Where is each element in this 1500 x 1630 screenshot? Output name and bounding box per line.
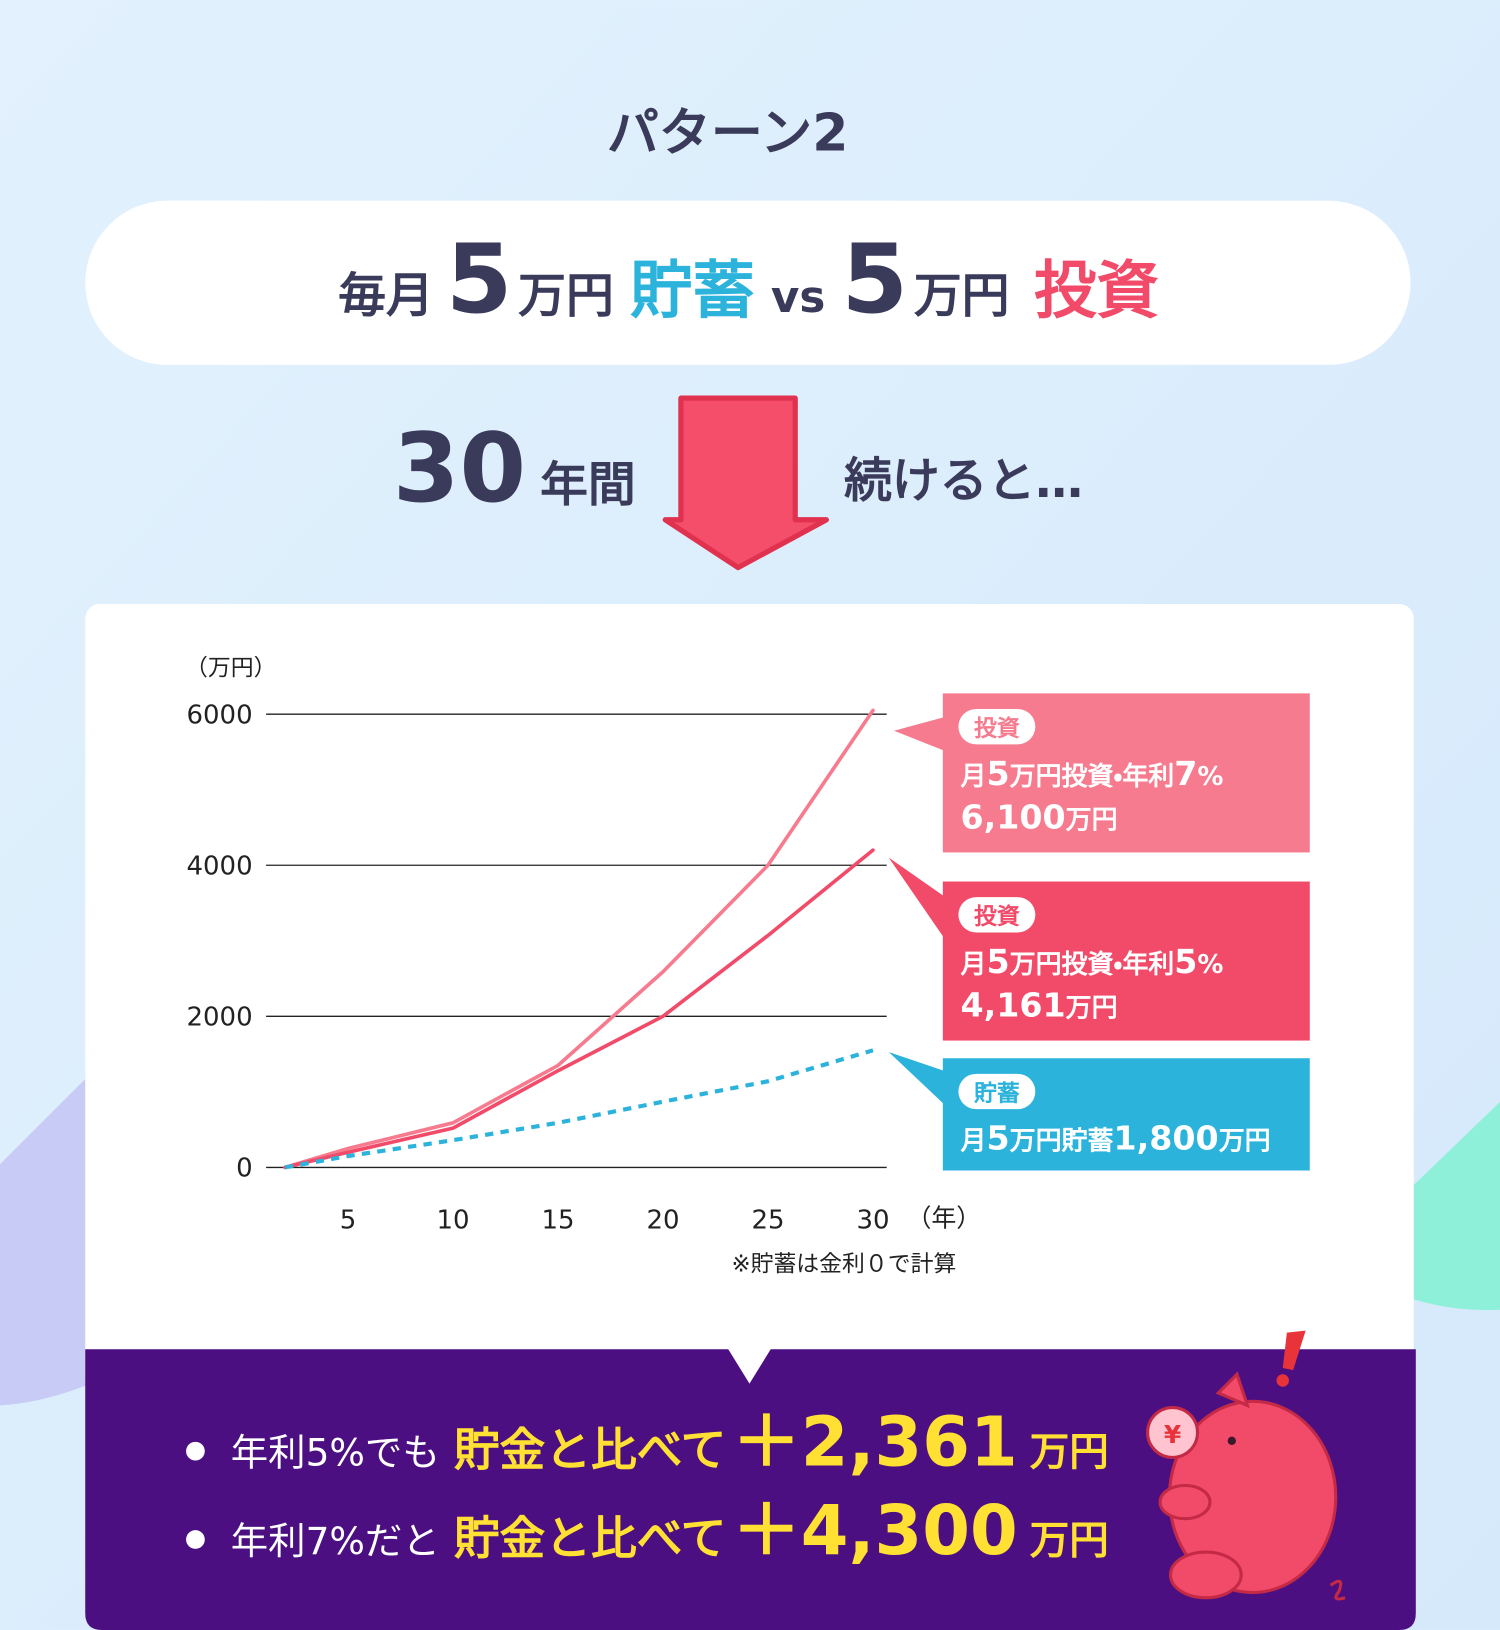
banner-part: 万円 (518, 269, 614, 324)
svg-text:¥: ¥ (1164, 1420, 1182, 1449)
banner-text: 毎月 5 万円 貯蓄 vs 5 万円 投資 (338, 223, 1159, 335)
callout-segment: 5 (986, 1119, 1009, 1158)
summary-lead: 年利7%だと (231, 1519, 440, 1563)
callout-pointer (888, 1052, 944, 1104)
x-tick-label: 10 (436, 1206, 469, 1236)
callout-segment: 月 (959, 950, 986, 980)
banner-part: vs (771, 272, 825, 323)
callout-segment: 万円 (1066, 994, 1118, 1024)
callout-segment: 万円 (1219, 1127, 1271, 1157)
x-tick-label: 15 (541, 1206, 574, 1236)
banner-part: 貯蓄 (630, 254, 755, 327)
x-tick-label: 25 (751, 1206, 784, 1236)
chart: （万円） 0 2000 4000 6000 5 10 15 20 25 30 （年） ※貯蓄は金利０で計… (185, 656, 1310, 1277)
data-line (283, 848, 875, 1170)
pig-mascot: ¥ (1146, 1330, 1346, 1601)
callout-segment: 万円投資・年利 (1010, 949, 1175, 980)
decor-right (1413, 1101, 1500, 1311)
callout-segment: 月 (959, 1127, 986, 1157)
callout-segment: 5 (1174, 942, 1197, 981)
summary-line: 年利7%だと 貯金と比べて ＋4,300 万円 (231, 1491, 1109, 1571)
banner (85, 200, 1411, 365)
period-years: 30 (393, 412, 526, 524)
data-line (283, 708, 875, 1170)
summary-line: 年利5%でも 貯金と比べて ＋2,361 万円 (231, 1403, 1109, 1483)
banner-part: 5 (842, 223, 909, 335)
callout-line: 4,161万円 (960, 986, 1117, 1025)
y-axis-label: （万円） (185, 656, 276, 682)
banner-part: 万円 (914, 269, 1010, 324)
callout-line: 6,100万円 (960, 798, 1117, 837)
summary-amount: ＋2,361 (732, 1403, 1018, 1483)
x-tick-label: 30 (856, 1206, 889, 1236)
continuation: 続けると… (844, 454, 1083, 509)
callout-line: 月5万円投資・年利7% (959, 754, 1223, 793)
callout-tag: 貯蓄 (974, 1081, 1020, 1107)
callout-segment: % (1197, 950, 1223, 980)
callout-line: 月5万円貯蓄1,800万円 (959, 1119, 1270, 1158)
period-unit: 年間 (540, 458, 636, 513)
summary-amount: ＋4,300 (732, 1491, 1018, 1571)
callout-line: 月5万円投資・年利5% (959, 942, 1223, 981)
banner-part: 5 (446, 223, 513, 335)
callout-segment: 月 (959, 762, 986, 792)
callout-segment: 1,800 (1114, 1119, 1219, 1158)
decor-left (0, 1070, 94, 1406)
callout-tag: 投資 (974, 715, 1020, 742)
banner-part: 毎月 (338, 269, 434, 324)
y-tick-label: 4000 (187, 852, 253, 882)
x-axis-label: （年） (906, 1204, 981, 1233)
title: パターン2 (607, 104, 848, 164)
callout-segment: 万円 (1066, 806, 1118, 836)
summary-unit: 万円 (1030, 1430, 1109, 1476)
callout-segment: 万円貯蓄 (1010, 1127, 1114, 1157)
summary-lead: 年利5%でも (231, 1431, 440, 1475)
callout-pointer (893, 717, 944, 751)
bullet (186, 1441, 205, 1461)
down-arrow (662, 395, 830, 571)
period-text: 30 年間 (393, 412, 636, 524)
callout-segment: 6,100 (960, 798, 1065, 837)
bullet (186, 1530, 205, 1549)
summary-compare: 貯金と比べて (454, 1512, 726, 1565)
summary-panel (85, 1349, 1416, 1630)
callout-tag-bg (958, 897, 1036, 933)
data-line (284, 1048, 874, 1170)
callout-tag-bg (958, 708, 1036, 745)
callout-tag-bg (958, 1073, 1036, 1110)
summary-unit: 万円 (1030, 1518, 1109, 1564)
banner-part: 投資 (1034, 254, 1159, 327)
callout-tag: 投資 (974, 903, 1020, 930)
y-tick-label: 6000 (187, 701, 253, 731)
summary-compare: 貯金と比べて (454, 1424, 726, 1477)
chart-note: ※貯蓄は金利０で計算 (731, 1251, 956, 1277)
callout-segment: 5 (986, 754, 1009, 793)
x-tick-label: 5 (340, 1206, 357, 1236)
y-tick-label: 0 (236, 1154, 253, 1184)
callout-segment: 7 (1174, 754, 1197, 793)
x-tick-label: 20 (646, 1206, 679, 1236)
callout-segment: 4,161 (960, 986, 1065, 1025)
summary-notch (727, 1348, 772, 1384)
callout-segment: 万円投資・年利 (1010, 761, 1175, 792)
callout-segment: 5 (986, 942, 1009, 981)
callout-segment: % (1197, 762, 1223, 792)
y-tick-label: 2000 (187, 1003, 253, 1033)
